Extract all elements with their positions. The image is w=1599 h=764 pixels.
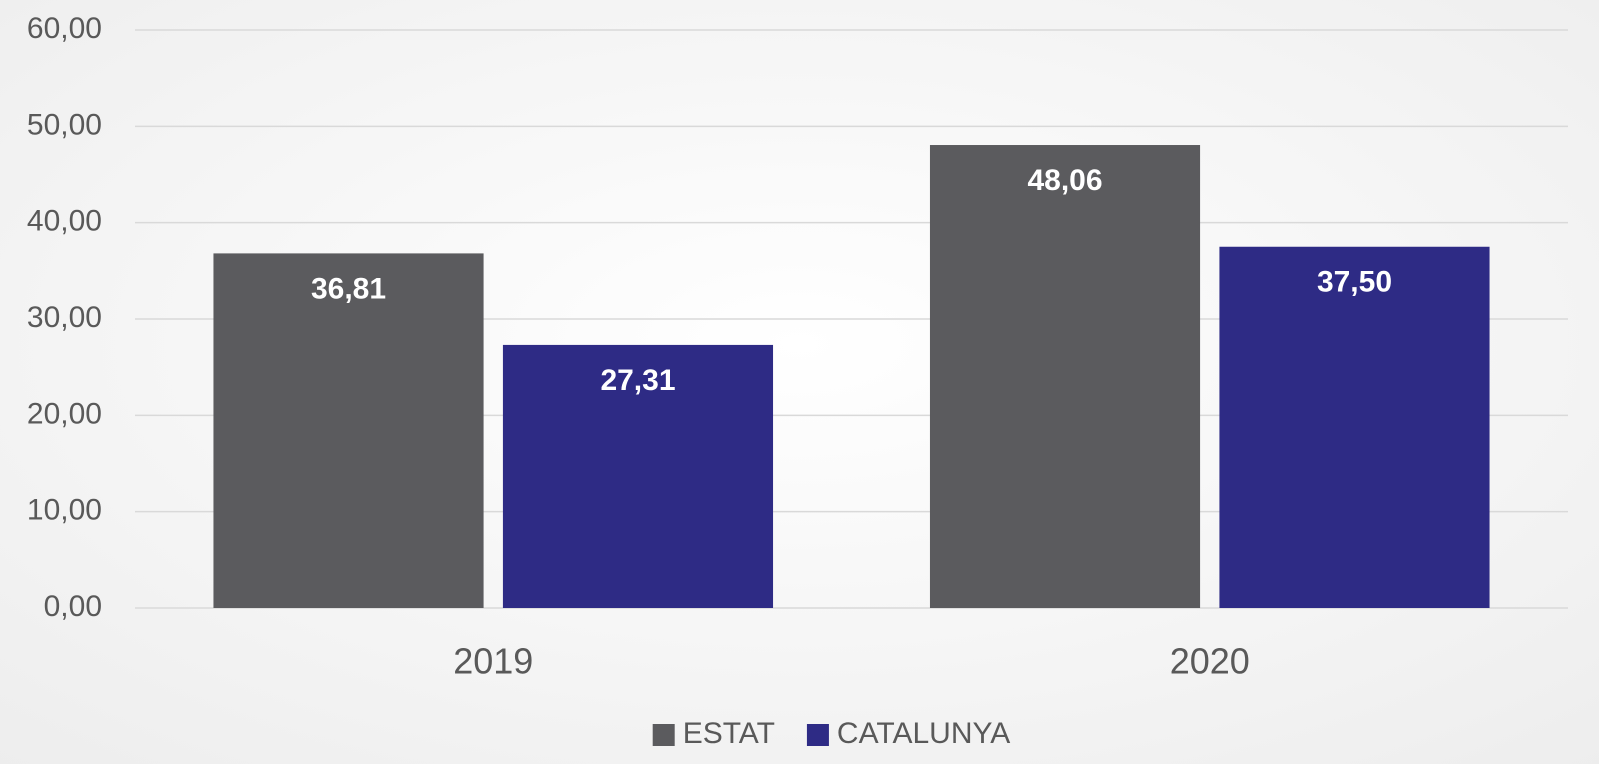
bar <box>502 344 774 608</box>
y-tick-label: 60,00 <box>27 12 102 45</box>
data-label: 48,06 <box>1027 164 1102 197</box>
data-label: 27,31 <box>600 364 675 397</box>
data-label: 36,81 <box>311 272 386 305</box>
y-tick-label: 40,00 <box>27 205 102 238</box>
bar <box>213 253 484 608</box>
y-tick-label: 10,00 <box>27 494 102 527</box>
bar <box>1219 246 1490 608</box>
legend-swatch <box>652 724 675 746</box>
x-tick-label: 2019 <box>453 641 533 682</box>
bar <box>929 145 1201 608</box>
y-tick-label: 30,00 <box>27 301 102 334</box>
x-tick-label: 2020 <box>1170 641 1250 682</box>
y-tick-label: 50,00 <box>27 108 102 141</box>
data-label: 37,50 <box>1317 266 1392 299</box>
legend-label: CATALUNYA <box>837 717 1010 750</box>
y-tick-label: 20,00 <box>27 397 102 430</box>
legend-label: ESTAT <box>683 717 775 750</box>
legend-swatch <box>806 724 829 746</box>
y-tick-label: 0,00 <box>44 590 102 623</box>
